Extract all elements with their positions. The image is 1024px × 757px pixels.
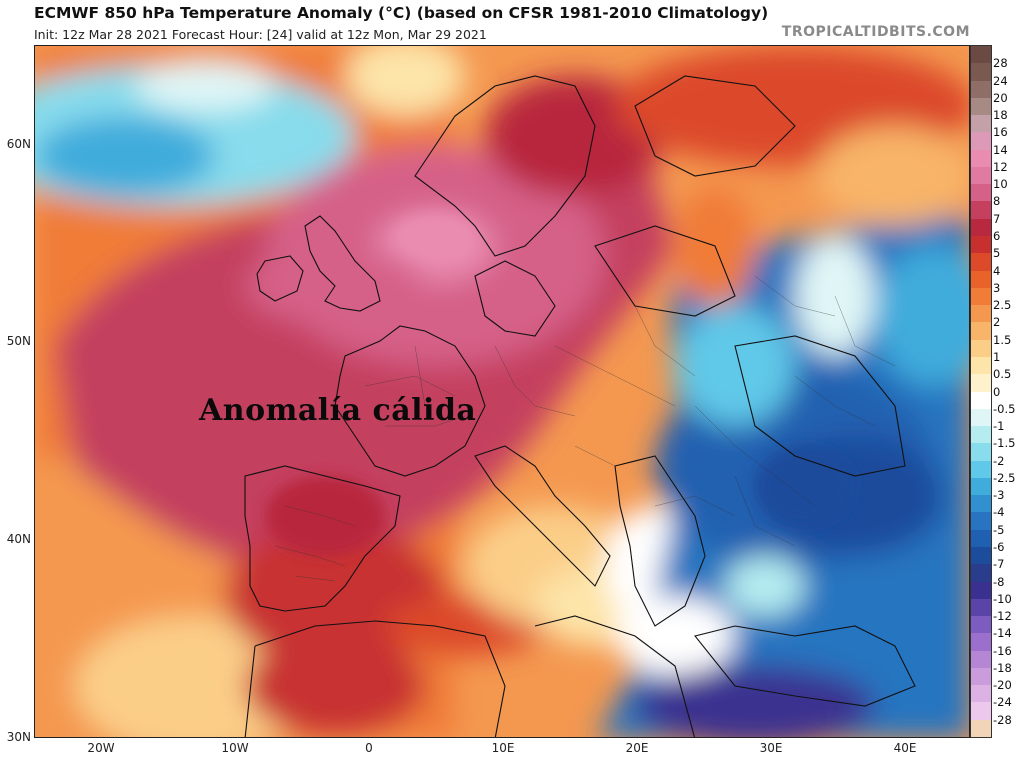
lon-label-10w: 10W	[221, 741, 249, 755]
colorbar-tick-label: -28	[993, 712, 1012, 727]
colorbar-tick-label: -16	[993, 643, 1012, 658]
colorbar-tick-label: 3	[993, 280, 1001, 295]
colorbar-tick-label: -3	[993, 488, 1005, 503]
colorbar-tick-label: 1	[993, 349, 1001, 364]
colorbar-tick-label: 7	[993, 211, 1001, 226]
lat-label-40n: 40N	[6, 532, 31, 546]
colorbar-cell	[971, 650, 991, 669]
colorbar-cell	[971, 495, 991, 513]
colorbar-cell	[971, 253, 991, 272]
colorbar-tick-label: -5	[993, 522, 1005, 537]
colorbar-tick-label: 16	[993, 125, 1008, 140]
colorbar-cell	[971, 132, 991, 151]
colorbar-tick-label: -7	[993, 557, 1005, 572]
chart-title: ECMWF 850 hPa Temperature Anomaly (°C) (…	[34, 4, 769, 22]
colorbar-cell	[971, 426, 991, 444]
anomaly-map: Anomalía cálida	[34, 45, 970, 738]
colorbar-tick-label: -20	[993, 678, 1012, 693]
colorbar-cell	[971, 667, 991, 686]
colorbar-cell	[971, 477, 991, 496]
colorbar-tick-label: 24	[993, 73, 1008, 88]
colorbar-tick-label: -18	[993, 660, 1012, 675]
colorbar-tick-label: 5	[993, 246, 1001, 261]
colorbar-cell	[971, 46, 991, 64]
colorbar-cell	[971, 322, 991, 341]
colorbar-tick-label: 2	[993, 315, 1001, 330]
lon-label-40e: 40E	[893, 741, 917, 755]
colorbar-tick-label: -10	[993, 591, 1012, 606]
colorbar	[970, 45, 992, 738]
colorbar-cell	[971, 184, 991, 202]
colorbar-cell	[971, 529, 991, 548]
lat-label-60n: 60N	[6, 137, 31, 151]
colorbar-tick-label: -2.5	[993, 470, 1016, 485]
colorbar-tick-label: -8	[993, 574, 1005, 589]
colorbar-tick-label: 14	[993, 142, 1008, 157]
colorbar-cell	[971, 719, 991, 738]
coastlines	[244, 75, 916, 737]
colorbar-cell	[971, 598, 991, 617]
colorbar-cell	[971, 149, 991, 168]
colorbar-cell	[971, 166, 991, 185]
colorbar-tick-label: 28	[993, 56, 1008, 71]
colorbar-cell	[971, 702, 991, 721]
colorbar-cell	[971, 546, 991, 565]
colorbar-tick-label: -6	[993, 539, 1005, 554]
lon-label-0: 0	[365, 741, 373, 755]
warm-anomaly-label: Anomalía cálida	[199, 393, 477, 428]
colorbar-cell	[971, 460, 991, 479]
colorbar-tick-label: 12	[993, 159, 1008, 174]
colorbar-cell	[971, 80, 991, 99]
colorbar-cell	[971, 218, 991, 237]
colorbar-tick-label: 18	[993, 108, 1008, 123]
colorbar-cell	[971, 633, 991, 652]
colorbar-tick-label: -24	[993, 695, 1012, 710]
colorbar-cell	[971, 616, 991, 634]
brand-watermark: TROPICALTIDBITS.COM	[781, 24, 970, 40]
colorbar-tick-label: 8	[993, 194, 1001, 209]
lat-label-30n: 30N	[6, 730, 31, 744]
colorbar-cell	[971, 443, 991, 462]
colorbar-tick-label: 20	[993, 90, 1008, 105]
colorbar-tick-label: -4	[993, 505, 1005, 520]
colorbar-cell	[971, 374, 991, 392]
colorbar-cell	[971, 270, 991, 289]
colorbar-cell	[971, 685, 991, 703]
lon-label-20e: 20E	[625, 741, 649, 755]
chart-subtitle: Init: 12z Mar 28 2021 Forecast Hour: [24…	[34, 27, 487, 42]
colorbar-tick-label: -12	[993, 609, 1012, 624]
colorbar-tick-label: 4	[993, 263, 1001, 278]
colorbar-cell	[971, 581, 991, 600]
colorbar-tick-label: -0.5	[993, 401, 1016, 416]
colorbar-tick-label: 0	[993, 384, 1001, 399]
colorbar-tick-label: 6	[993, 229, 1001, 244]
colorbar-cell	[971, 512, 991, 531]
colorbar-tick-label: 2.5	[993, 298, 1012, 313]
colorbar-cell	[971, 236, 991, 254]
colorbar-tick-label: 0.5	[993, 367, 1012, 382]
anomaly-field	[35, 46, 969, 737]
colorbar-cell	[971, 115, 991, 133]
colorbar-tick-label: -1.5	[993, 436, 1016, 451]
colorbar-tick-label: 10	[993, 177, 1008, 192]
lon-label-30e: 30E	[759, 741, 783, 755]
colorbar-cell	[971, 564, 991, 583]
colorbar-cell	[971, 356, 991, 375]
colorbar-tick-label: -14	[993, 626, 1012, 641]
colorbar-tick-label: 1.5	[993, 332, 1012, 347]
lon-label-20w: 20W	[87, 741, 115, 755]
colorbar-tick-label: -2	[993, 453, 1005, 468]
colorbar-cell	[971, 339, 991, 358]
colorbar-cell	[971, 287, 991, 306]
border-lines	[274, 275, 896, 582]
colorbar-cell	[971, 97, 991, 116]
colorbar-cell	[971, 391, 991, 410]
colorbar-cell	[971, 63, 991, 82]
colorbar-cell	[971, 201, 991, 220]
lat-label-50n: 50N	[6, 334, 31, 348]
colorbar-tick-label: -1	[993, 419, 1005, 434]
colorbar-cell	[971, 305, 991, 323]
lon-label-10e: 10E	[491, 741, 515, 755]
colorbar-cell	[971, 408, 991, 427]
